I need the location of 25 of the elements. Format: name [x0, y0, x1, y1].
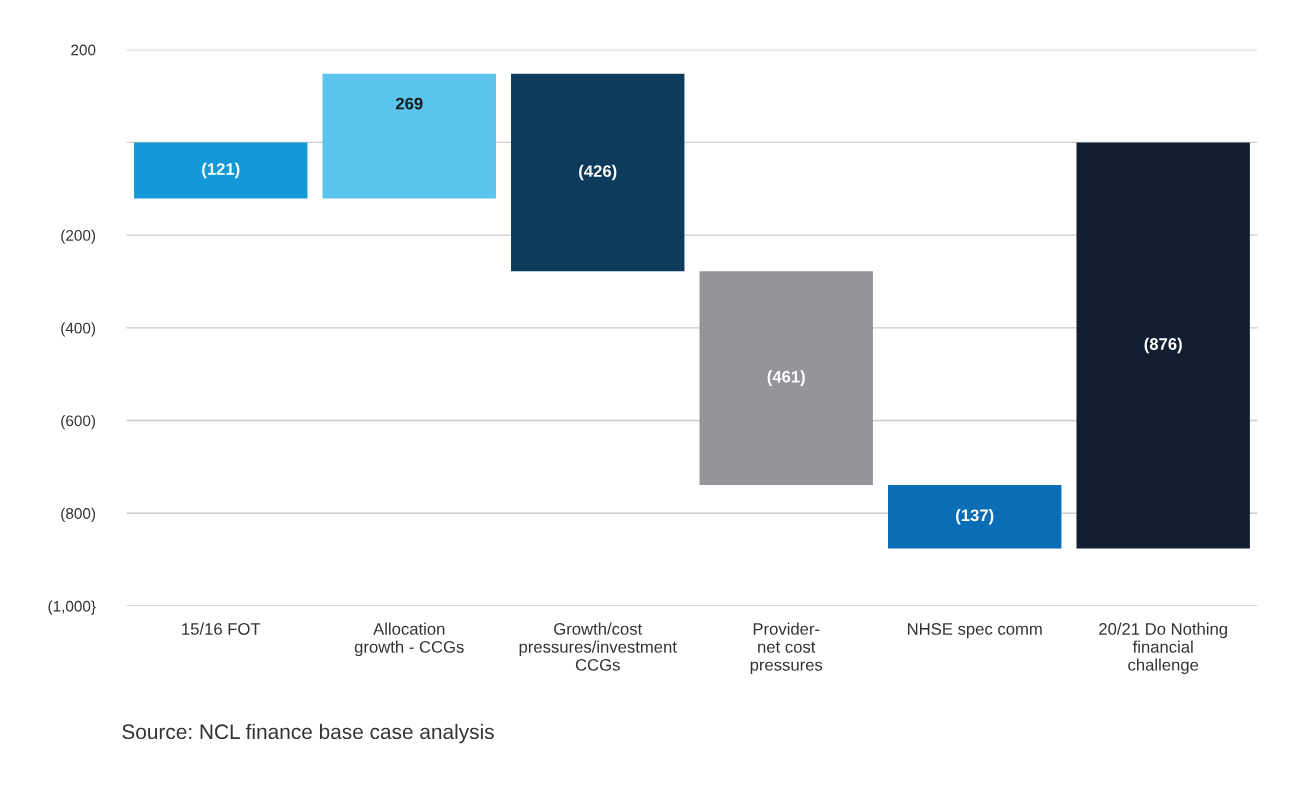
x-tick-label: 20/21 Do Nothing financial challenge	[1099, 622, 1227, 675]
bar	[322, 73, 496, 199]
y-tick-label: (1,000}	[48, 600, 96, 615]
bar	[888, 484, 1062, 549]
y-tick-label: 200	[71, 44, 96, 56]
x-tick-label: Provider- net cost pressures	[750, 622, 823, 675]
y-tick-label: (600)	[61, 415, 96, 430]
y-tick-label: (400)	[61, 322, 96, 337]
source-note: Source: NCL finance base case analysis	[122, 723, 494, 744]
x-tick-label: Allocation growth - CCGs	[354, 622, 464, 657]
data-label: (137)	[956, 508, 994, 525]
bar	[511, 73, 685, 272]
data-label: (876)	[1144, 337, 1182, 354]
y-tick-label: (200)	[61, 229, 96, 244]
data-label: (461)	[767, 370, 805, 386]
data-label: (121)	[202, 162, 240, 179]
x-tick-label: NHSE spec comm	[908, 623, 1042, 639]
data-label: 269	[395, 97, 423, 110]
x-tick-label: 15/16 FOT	[182, 622, 261, 635]
data-label: (426)	[579, 164, 617, 181]
bar	[699, 271, 873, 485]
x-tick-label: Growth/cost pressures/investment CCGs	[519, 622, 677, 671]
bar	[1076, 142, 1250, 549]
bar	[134, 142, 308, 199]
y-tick-label: (800)	[61, 507, 96, 522]
